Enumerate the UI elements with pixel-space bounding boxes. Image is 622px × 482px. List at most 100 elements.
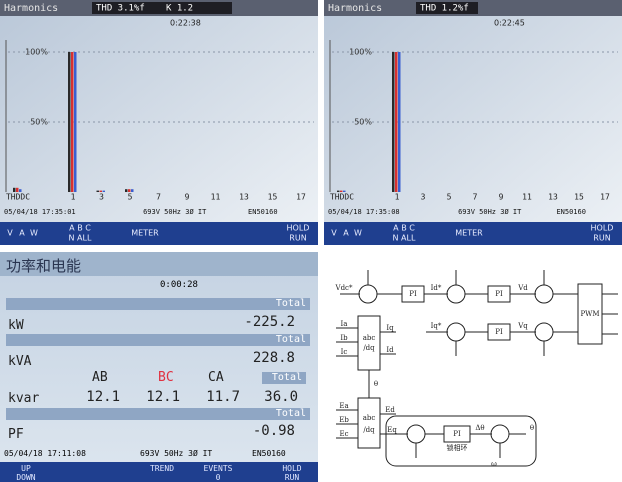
phase-label: CA [208, 370, 224, 385]
x-tick-label: 7 [156, 193, 161, 202]
total-label: Total [262, 372, 306, 384]
bar [71, 52, 74, 192]
softkey-bar [0, 222, 318, 245]
x-tick-label: 15 [268, 193, 278, 202]
x-tick-label: 3 [99, 193, 104, 202]
y-tick-label: 50% [30, 118, 48, 127]
bar [13, 188, 16, 192]
phase-value: 12.1 [130, 389, 180, 405]
bar [97, 191, 100, 192]
softkey-label: TREND [140, 464, 184, 473]
diagram-label: PWM [580, 310, 599, 318]
softkey-label: W [30, 229, 38, 238]
bar [125, 189, 128, 192]
total-label: Total [6, 334, 310, 346]
screen-title: Harmonics [4, 3, 58, 14]
x-tick-label: 17 [296, 193, 306, 202]
softkey-label: V [331, 229, 337, 238]
softkey-label: A B C [69, 224, 91, 233]
status: 05/04/18 17:35:08 [328, 208, 400, 216]
row-label: kW [8, 318, 24, 333]
screen-title: 功率和电能 [6, 255, 81, 276]
total-label: Total [6, 298, 310, 310]
status: 693V 50Hz 3Ø IT [140, 449, 212, 458]
diagram-label: PI [409, 290, 417, 298]
softkey-label: V [7, 229, 13, 238]
bar [19, 189, 22, 192]
thd: THD 1.2%f [420, 4, 469, 14]
softkey-label: METER [131, 229, 159, 238]
diagram-label: Ea [339, 402, 348, 410]
bar [392, 52, 395, 192]
total-label: Total [6, 408, 310, 420]
softkey-label: EVENTS [196, 464, 240, 473]
softkey-label: METER [455, 229, 483, 238]
diagram-label: PI [453, 430, 461, 438]
x-tick-label: 11 [211, 193, 221, 202]
diagram-label: Eb [339, 416, 349, 424]
row-label: kVA [8, 354, 31, 369]
softkey-label: RUN [289, 234, 306, 243]
clock: 0:22:38 [170, 19, 201, 28]
bar [128, 189, 131, 192]
y-tick-label: 50% [354, 118, 372, 127]
bar [103, 191, 106, 192]
control-diagram: Vdc*PIId*PIVdPWMIq*PIVqabc/dqIaIbIcIqIdθ… [326, 252, 622, 482]
phase-value: 12.1 [70, 389, 120, 405]
softkey-label: HOLD [287, 224, 310, 233]
bar [340, 191, 343, 192]
k-factor: K 1.2 [166, 4, 193, 14]
x-tick-label: 15 [574, 193, 584, 202]
diagram-label: Δθ [475, 424, 484, 432]
x-tick-label: 1 [71, 193, 76, 202]
total-value: 36.0 [250, 389, 298, 405]
x-tick-label: 9 [185, 193, 190, 202]
phase-label: BC [158, 370, 174, 385]
x-tick-label: 13 [548, 193, 558, 202]
status: EN50160 [252, 449, 286, 458]
diagram-label: abc [363, 414, 376, 422]
diagram-label: ω [491, 460, 497, 468]
y-tick-label: 100% [349, 48, 372, 57]
diagram-label: Id [386, 346, 394, 354]
diagram-label: PI [495, 290, 503, 298]
softkey-label: N ALL [393, 234, 416, 243]
bar [343, 191, 346, 192]
row-value: -0.98 [200, 423, 295, 439]
page: Harmonics THD 3.1%f K 1.2 0:22:38 100% 50% THD… [0, 0, 622, 482]
bar [16, 188, 19, 192]
diagram-label: Iq* [431, 322, 442, 330]
softkey-label: RUN [593, 234, 610, 243]
diagram-label: PI [495, 328, 503, 336]
screen-title: Harmonics [328, 3, 382, 14]
diagram-label: Ed [385, 406, 395, 414]
softkey-label: HOLD [270, 464, 314, 473]
diagram-label: Ec [339, 430, 348, 438]
x-tick-label: 5 [128, 193, 133, 202]
diagram-label: /dq [363, 344, 375, 352]
bar [337, 191, 340, 192]
softkey-label: N ALL [69, 234, 92, 243]
status: EN50160 [556, 208, 586, 216]
row-label: PF [8, 427, 24, 442]
clock: 0:22:45 [494, 19, 525, 28]
bar [68, 52, 71, 192]
diagram-label: Vdc* [335, 284, 353, 292]
diagram-label: θ [530, 424, 534, 432]
status: EN50160 [248, 208, 278, 216]
softkey-label: UP [4, 464, 48, 473]
diagram-label: 锁相环 [447, 443, 468, 452]
status: 05/04/18 17:11:08 [4, 449, 86, 458]
bar [398, 52, 401, 192]
x-tick-label: 13 [239, 193, 249, 202]
diagram-label: abc [363, 334, 376, 342]
x-tick-label: 9 [499, 193, 504, 202]
bar [395, 52, 398, 192]
thd: THD 3.1%f [96, 4, 145, 14]
row-value: -225.2 [200, 314, 295, 330]
